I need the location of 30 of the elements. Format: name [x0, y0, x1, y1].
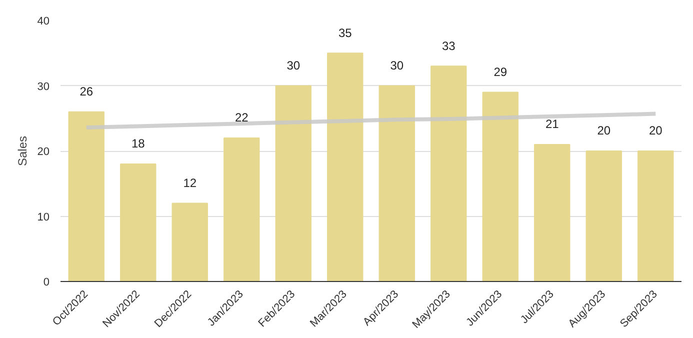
y-tick-label: 30 — [37, 80, 50, 93]
data-label: 30 — [286, 58, 300, 72]
y-tick-label: 10 — [37, 211, 50, 224]
bar — [275, 85, 312, 282]
data-label: 35 — [338, 26, 352, 40]
y-axis-title: Sales — [15, 136, 30, 166]
y-tick-label: 20 — [37, 146, 50, 158]
bar — [327, 52, 364, 282]
bar — [120, 164, 156, 282]
data-label: 26 — [80, 84, 94, 99]
data-label: 12 — [183, 176, 197, 190]
bar — [638, 150, 674, 282]
bar — [68, 111, 104, 282]
bar — [482, 92, 518, 282]
bar — [430, 66, 467, 282]
data-label: 30 — [390, 58, 404, 72]
bar — [534, 144, 570, 282]
data-label: 18 — [131, 136, 146, 151]
data-label: 33 — [442, 38, 456, 53]
data-label: 29 — [494, 64, 508, 79]
data-label: 20 — [648, 124, 663, 138]
y-tick-label: 40 — [37, 16, 50, 28]
y-tick-label: 0 — [43, 276, 50, 288]
data-label: 22 — [234, 110, 249, 125]
bar — [172, 202, 208, 282]
bar — [224, 137, 260, 282]
bar — [378, 85, 415, 282]
data-label: 20 — [597, 124, 611, 138]
data-label: 21 — [545, 117, 560, 132]
bar — [586, 150, 622, 282]
